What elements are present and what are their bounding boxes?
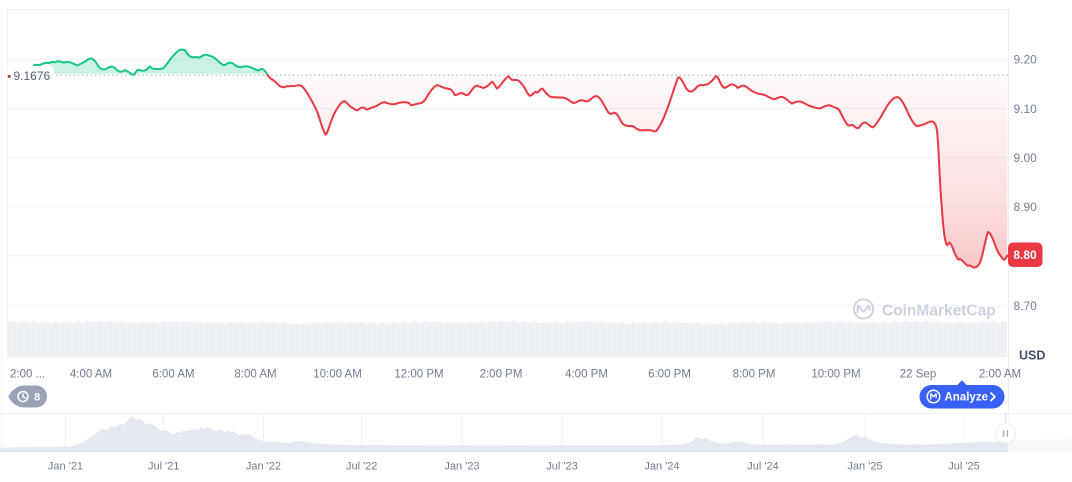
svg-text:USD: USD — [1019, 349, 1045, 363]
svg-text:2:00 AM: 2:00 AM — [979, 369, 1021, 381]
svg-text:Jul '21: Jul '21 — [148, 461, 179, 473]
svg-text:9.00: 9.00 — [1014, 151, 1038, 165]
svg-text:10:00 PM: 10:00 PM — [811, 369, 860, 381]
svg-text:Analyze: Analyze — [945, 392, 988, 404]
svg-text:9.1676: 9.1676 — [14, 69, 51, 83]
svg-text:2:00 PM: 2:00 PM — [480, 369, 523, 381]
svg-text:Jul '23: Jul '23 — [546, 461, 577, 473]
svg-text:22 Sep: 22 Sep — [900, 369, 936, 381]
svg-text:8: 8 — [34, 392, 40, 404]
svg-text:9.10: 9.10 — [1014, 102, 1038, 116]
svg-text:9.20: 9.20 — [1014, 53, 1038, 67]
svg-text:Jan '22: Jan '22 — [246, 461, 281, 473]
svg-text:4:00 AM: 4:00 AM — [70, 369, 112, 381]
svg-text:10:00 AM: 10:00 AM — [313, 369, 362, 381]
svg-text:6:00 AM: 6:00 AM — [152, 369, 194, 381]
svg-text:2:00 ...: 2:00 ... — [10, 369, 45, 381]
svg-text:Jul '25: Jul '25 — [948, 461, 979, 473]
svg-text:CoinMarketCap: CoinMarketCap — [882, 303, 996, 320]
svg-text:Jan '24: Jan '24 — [644, 461, 679, 473]
svg-text:Jan '23: Jan '23 — [444, 461, 479, 473]
svg-text:8.90: 8.90 — [1014, 200, 1038, 214]
svg-text:Jul '22: Jul '22 — [346, 461, 377, 473]
svg-text:8.80: 8.80 — [1013, 248, 1037, 262]
svg-text:12:00 PM: 12:00 PM — [394, 369, 443, 381]
svg-text:8:00 AM: 8:00 AM — [234, 369, 276, 381]
svg-text:4:00 PM: 4:00 PM — [565, 369, 608, 381]
svg-text:Jul '24: Jul '24 — [747, 461, 778, 473]
svg-text:6:00 PM: 6:00 PM — [648, 369, 691, 381]
svg-text:8:00 PM: 8:00 PM — [733, 369, 776, 381]
svg-text:8.70: 8.70 — [1014, 299, 1038, 313]
svg-text:Jan '21: Jan '21 — [48, 461, 83, 473]
svg-text:Jan '25: Jan '25 — [847, 461, 882, 473]
